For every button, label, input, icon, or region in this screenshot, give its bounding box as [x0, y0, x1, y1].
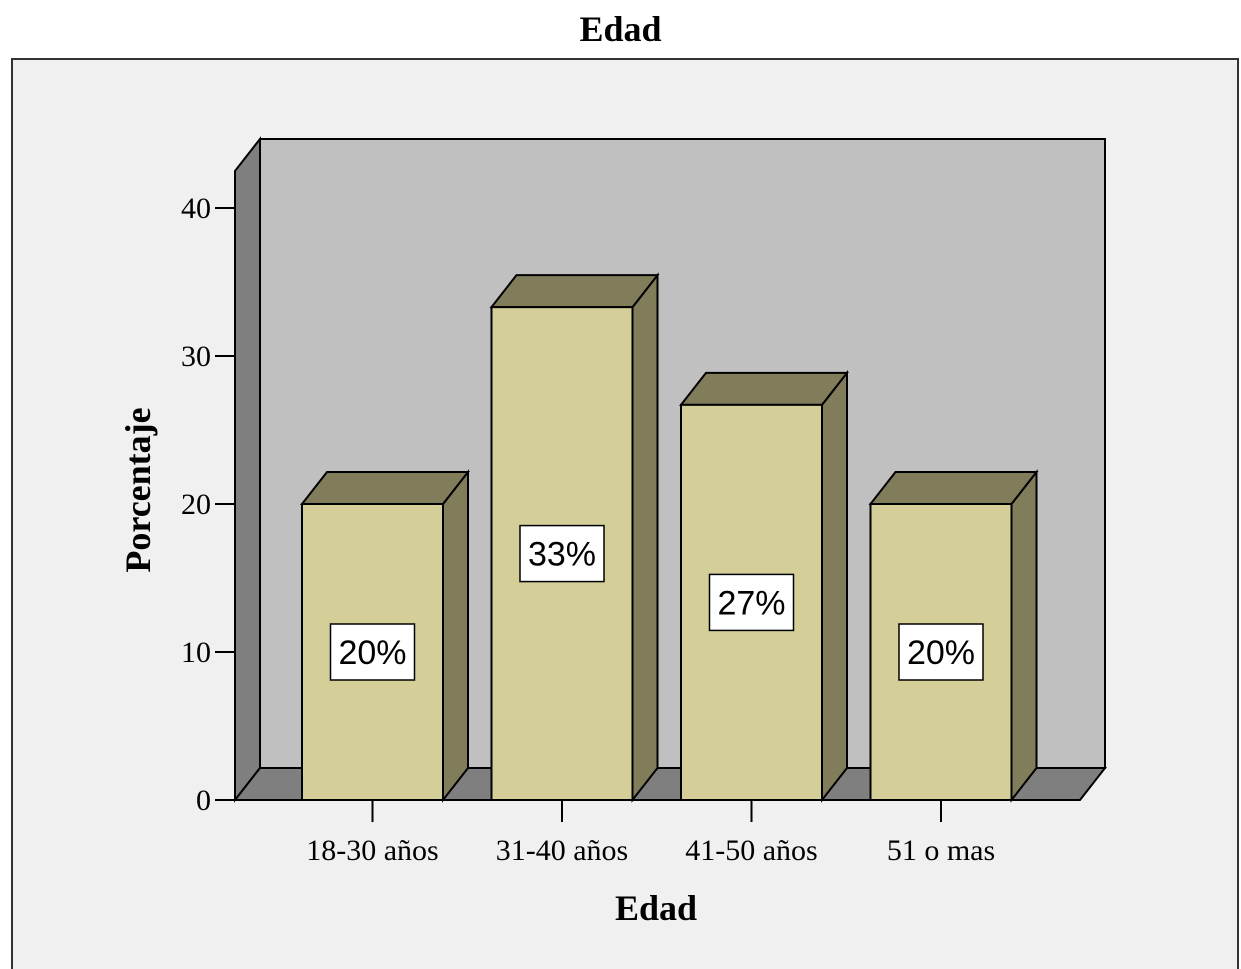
- bar-side: [821, 369, 848, 803]
- y-tick-label: 30: [181, 340, 211, 373]
- y-tick-label: 20: [181, 488, 211, 521]
- y-axis-title: Porcentaje: [118, 407, 158, 572]
- bar-side: [442, 469, 469, 803]
- bar-side: [631, 272, 659, 803]
- plot-area: 0 10 20 30 40 20% 18-30 años 33% 31-40 años 27% 41…: [181, 136, 1108, 867]
- data-label-box: [329, 623, 416, 681]
- y-tick-label: 0: [196, 784, 211, 817]
- x-tick-label: 51 o mas: [887, 834, 995, 867]
- bar-top: [678, 371, 850, 406]
- x-tick-label: 41-50 años: [685, 834, 817, 867]
- bar-top: [489, 274, 660, 309]
- bar-side: [1010, 469, 1038, 803]
- chart-title: Edad: [579, 9, 662, 49]
- y-tick-label: 40: [181, 192, 211, 225]
- x-tick-label: 18-30 años: [306, 834, 438, 867]
- bar-top: [299, 471, 471, 505]
- data-label-box: [519, 524, 605, 583]
- side-wall: [234, 136, 261, 803]
- x-axis-title: Edad: [615, 888, 697, 928]
- x-tick-label: 31-40 años: [496, 834, 628, 867]
- y-tick-label: 10: [181, 636, 211, 669]
- data-label-box: [898, 623, 984, 681]
- data-label: 33%: [528, 536, 596, 574]
- bar-top: [868, 471, 1039, 505]
- data-label-box: [708, 573, 795, 632]
- data-label: 20%: [907, 634, 975, 672]
- data-label: 27%: [717, 584, 785, 622]
- data-label: 20%: [338, 634, 406, 672]
